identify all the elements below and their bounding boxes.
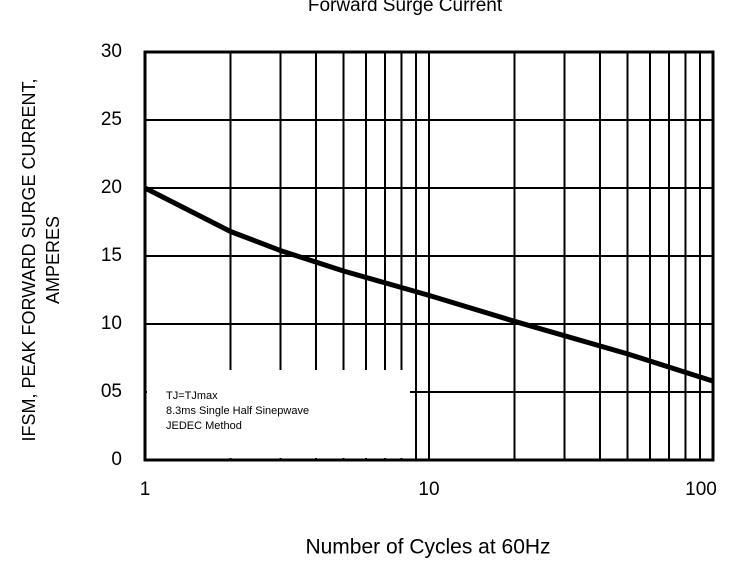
y-axis-label-line: IFSM, PEAK FORWARD SURGE CURRENT, [19, 78, 39, 441]
y-tick-label: 10 [101, 313, 122, 334]
x-tick-label: 1 [140, 479, 151, 500]
annotation: TJ=TJmax [166, 390, 218, 402]
annotation-background [147, 370, 410, 458]
curve [143, 185, 714, 384]
annotation: JEDEC Method [166, 420, 242, 432]
y-tick-label: 05 [101, 381, 122, 402]
y-tick-label: 25 [101, 109, 122, 130]
y-tick-label: 30 [101, 41, 122, 62]
x-tick-label: 100 [685, 479, 717, 500]
annotation: 8.3ms Single Half Sinepwave [166, 405, 309, 417]
y-axis-label: IFSM, PEAK FORWARD SURGE CURRENT, AMPERE… [19, 78, 63, 441]
y-tick-label: 20 [101, 177, 122, 198]
x-axis-label: Number of Cycles at 60Hz [305, 536, 550, 559]
chart-title: Forward Surge Current [308, 0, 503, 16]
y-tick-label: 15 [101, 245, 122, 266]
y-tick-label: 0 [111, 449, 122, 470]
x-tick-label: 10 [418, 479, 439, 500]
y-axis-label-line: AMPERES [43, 216, 63, 304]
